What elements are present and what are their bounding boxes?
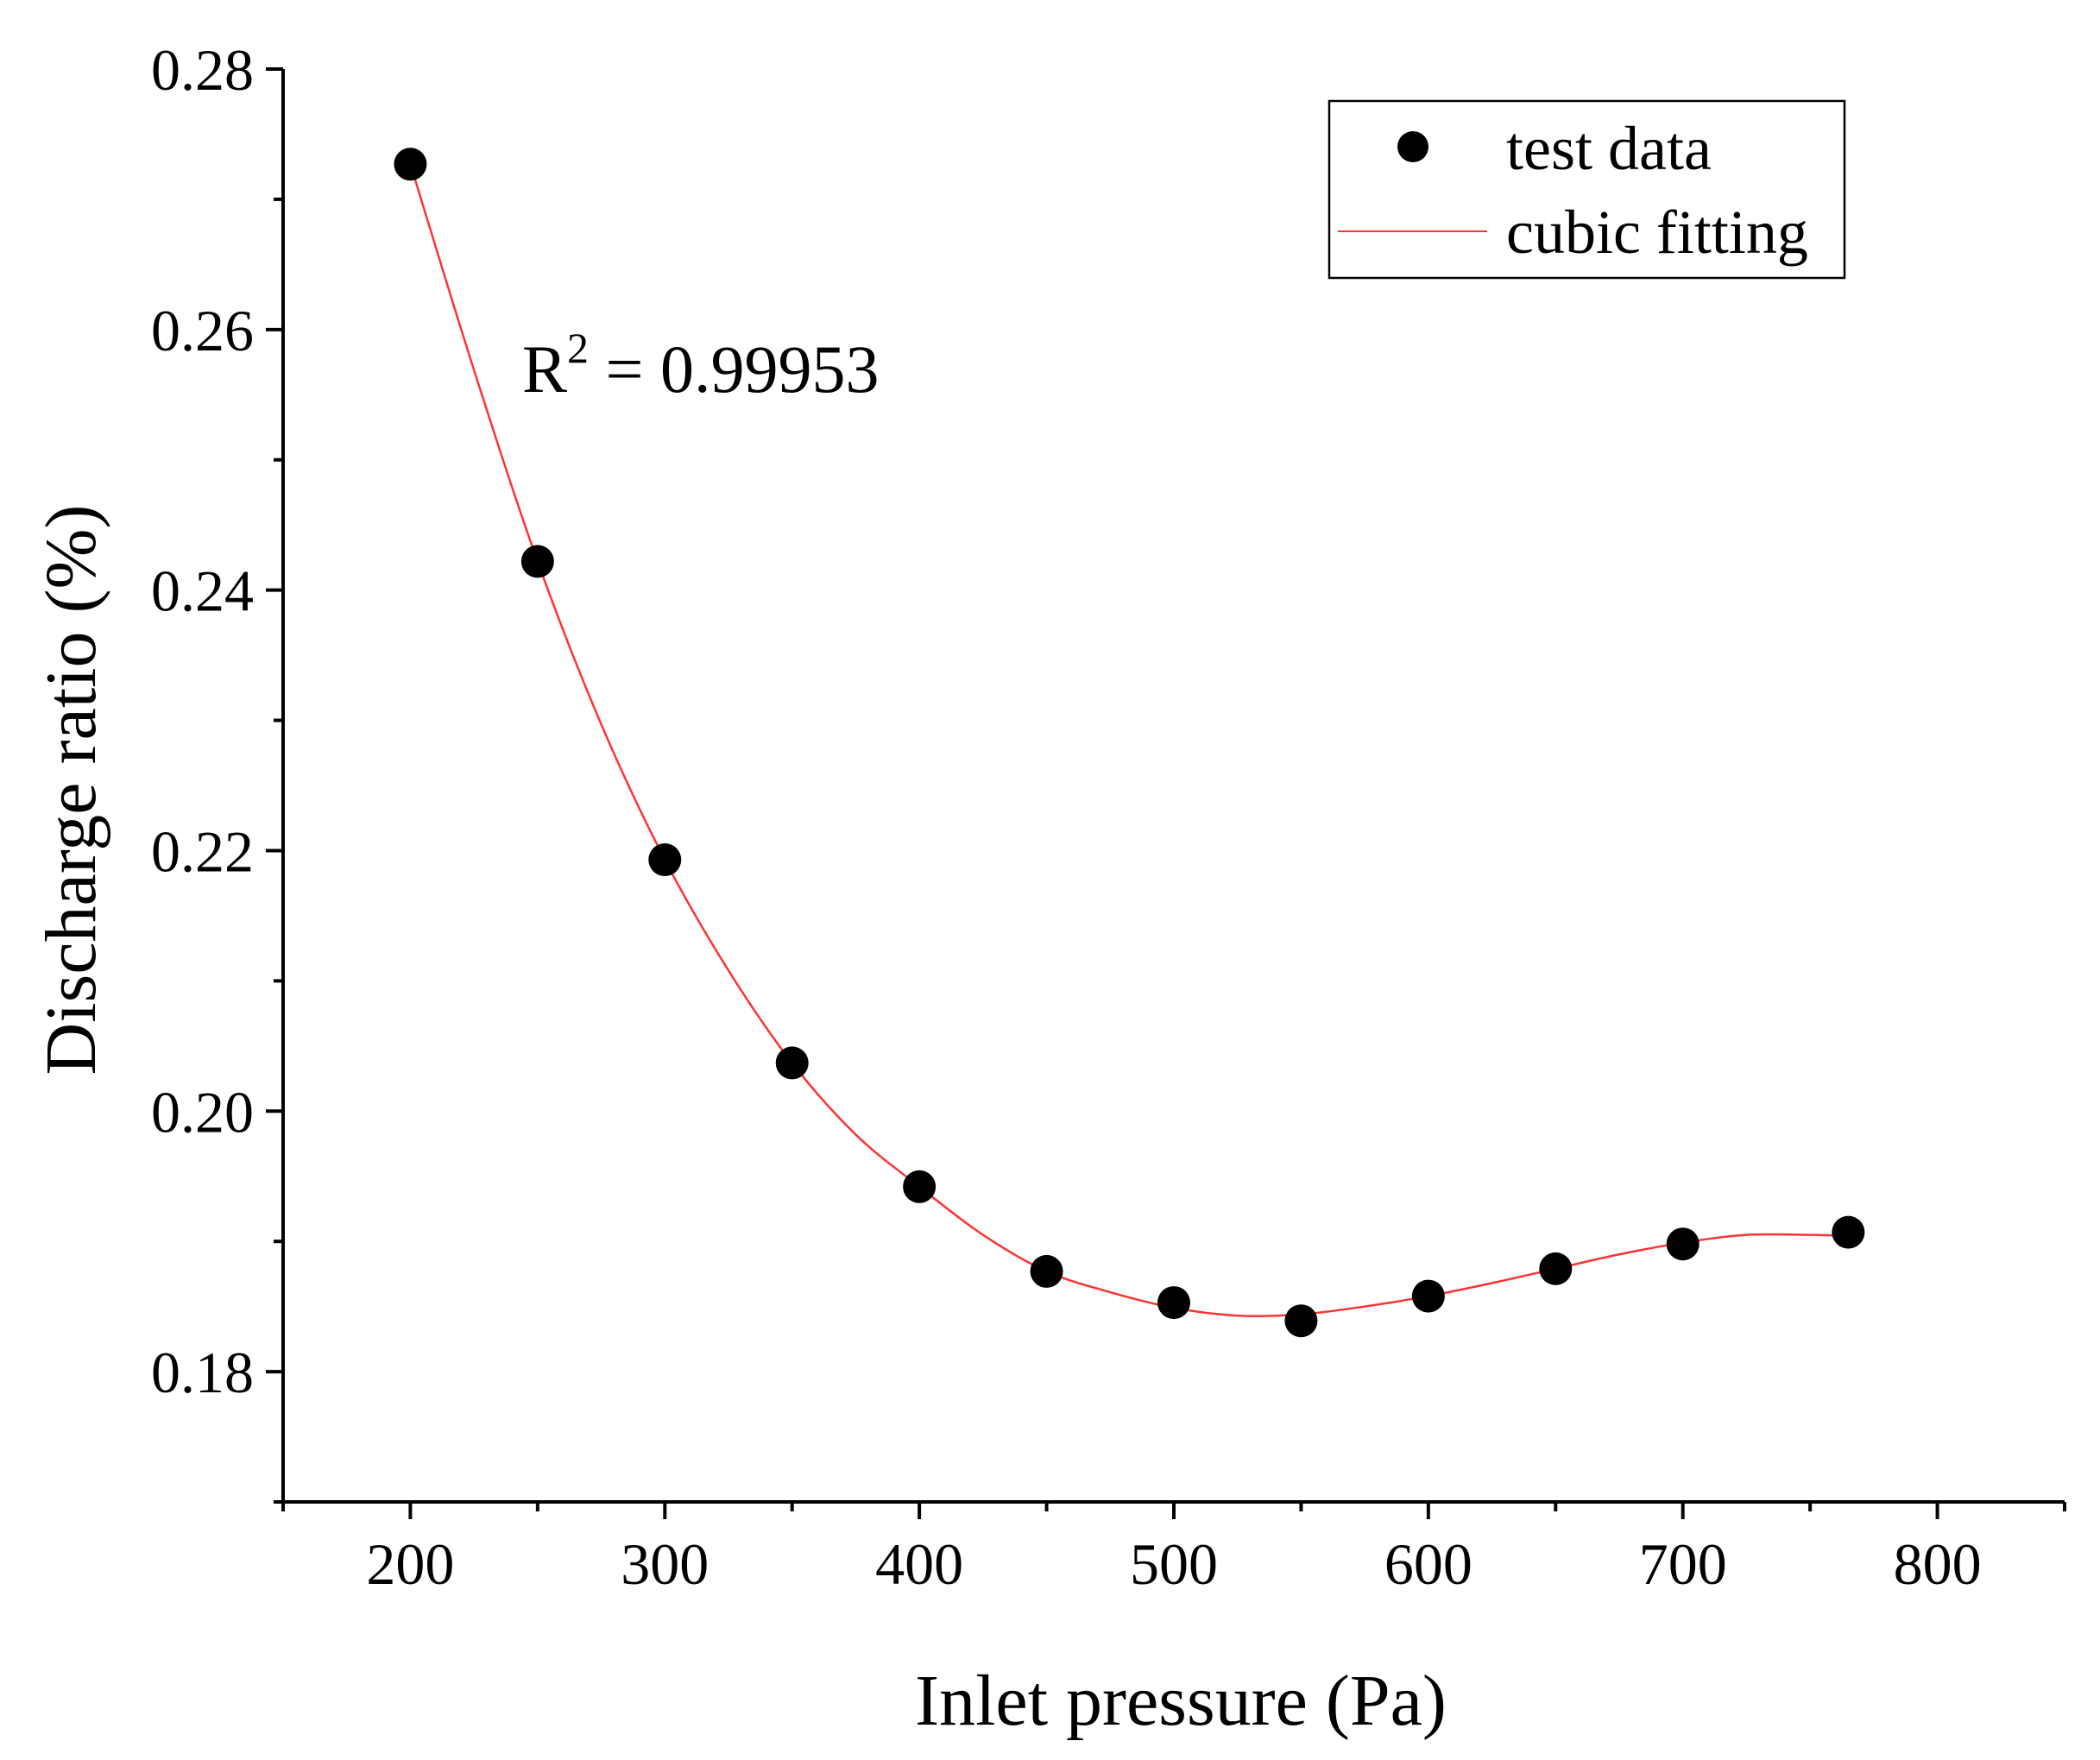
data-point bbox=[1157, 1286, 1190, 1320]
r-squared-exponent: 2 bbox=[567, 324, 589, 372]
points-layer bbox=[394, 148, 1865, 1338]
y-tick-label: 0.22 bbox=[151, 818, 254, 884]
data-point bbox=[903, 1170, 936, 1203]
legend-marker-test-data bbox=[1397, 131, 1428, 162]
x-tick-label: 300 bbox=[621, 1531, 709, 1597]
legend-label-test-data: test data bbox=[1506, 114, 1712, 183]
y-tick-label: 0.28 bbox=[151, 37, 254, 103]
legend-label-cubic-fitting: cubic fitting bbox=[1506, 198, 1808, 267]
x-tick-label: 600 bbox=[1384, 1531, 1473, 1597]
data-point bbox=[1284, 1304, 1318, 1338]
axes: 200 300 400 500 600 700 800 0.18 0.20 0.22 0.24 0.2… bbox=[151, 37, 2066, 1597]
y-tick-label: 0.20 bbox=[151, 1079, 254, 1145]
legend: test data cubic fitting bbox=[1327, 99, 1846, 280]
x-tick-label: 700 bbox=[1639, 1531, 1727, 1597]
x-tick-label: 500 bbox=[1130, 1531, 1218, 1597]
r-squared-prefix: R bbox=[522, 331, 567, 407]
y-tick-label: 0.18 bbox=[151, 1340, 254, 1405]
y-tick-label: 0.26 bbox=[151, 298, 254, 363]
data-point bbox=[1832, 1215, 1865, 1249]
legend-box bbox=[1327, 99, 1846, 280]
data-point bbox=[520, 545, 554, 578]
data-point bbox=[1030, 1254, 1063, 1288]
x-tick-label: 400 bbox=[875, 1531, 963, 1597]
x-tick-label: 200 bbox=[366, 1531, 454, 1597]
y-axis-label: Discharge ratio (%) bbox=[31, 505, 111, 1076]
data-point bbox=[394, 148, 427, 181]
x-axis-label: Inlet pressure (Pa) bbox=[915, 1661, 1447, 1741]
data-point bbox=[1666, 1227, 1700, 1261]
x-tick-label: 800 bbox=[1894, 1531, 1982, 1597]
data-point bbox=[1411, 1279, 1445, 1313]
data-point bbox=[648, 843, 682, 877]
r-squared-annotation: R2 = 0.99953 bbox=[522, 324, 880, 407]
r-squared-value: = 0.99953 bbox=[589, 331, 880, 407]
y-tick-label: 0.24 bbox=[151, 558, 254, 624]
data-point bbox=[1539, 1252, 1573, 1285]
data-point bbox=[775, 1046, 809, 1080]
